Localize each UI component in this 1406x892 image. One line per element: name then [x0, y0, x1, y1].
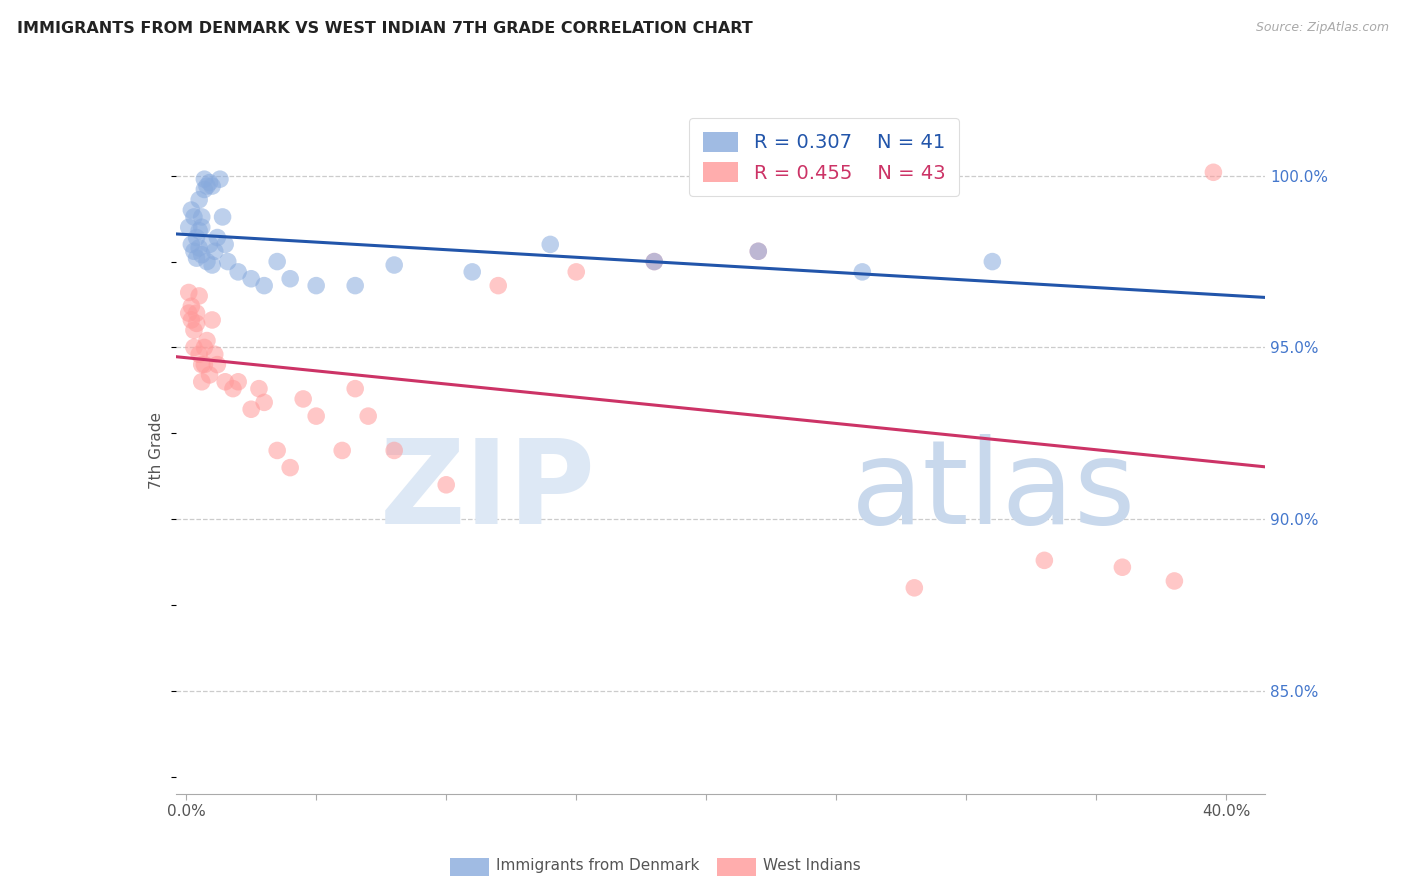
- Point: [198, 176, 221, 190]
- Point: [1033, 553, 1056, 567]
- Point: [183, 244, 205, 259]
- Point: [1111, 560, 1133, 574]
- Point: [180, 299, 202, 313]
- Point: [186, 251, 208, 265]
- Point: [201, 313, 224, 327]
- Point: [195, 334, 218, 348]
- Point: [292, 392, 315, 406]
- Point: [240, 402, 263, 417]
- Text: Source: ZipAtlas.com: Source: ZipAtlas.com: [1256, 21, 1389, 34]
- Point: [747, 244, 769, 259]
- Point: [305, 409, 328, 423]
- Text: West Indians: West Indians: [763, 858, 862, 872]
- Point: [565, 265, 588, 279]
- Point: [195, 254, 218, 268]
- Point: [204, 244, 226, 259]
- Point: [193, 182, 215, 196]
- Point: [278, 271, 301, 285]
- Point: [183, 340, 205, 354]
- Point: [357, 409, 380, 423]
- Point: [186, 230, 208, 244]
- Point: [190, 210, 212, 224]
- Point: [643, 254, 665, 268]
- Point: [226, 375, 249, 389]
- Point: [198, 368, 221, 382]
- Point: [247, 382, 270, 396]
- Point: [330, 443, 353, 458]
- Point: [207, 230, 229, 244]
- Point: [305, 278, 328, 293]
- Legend: R = 0.307    N = 41, R = 0.455    N = 43: R = 0.307 N = 41, R = 0.455 N = 43: [689, 118, 959, 196]
- Point: [538, 237, 561, 252]
- Point: [188, 241, 211, 255]
- Point: [1163, 574, 1185, 588]
- Point: [188, 224, 211, 238]
- Point: [188, 289, 211, 303]
- Point: [344, 382, 367, 396]
- Point: [226, 265, 249, 279]
- Point: [198, 237, 221, 252]
- Point: [643, 254, 665, 268]
- Point: [903, 581, 925, 595]
- Point: [382, 443, 405, 458]
- Point: [177, 285, 200, 300]
- Point: [747, 244, 769, 259]
- Point: [1202, 165, 1225, 179]
- Point: [851, 265, 873, 279]
- Point: [344, 278, 367, 293]
- Point: [222, 382, 245, 396]
- Point: [193, 340, 215, 354]
- Point: [186, 317, 208, 331]
- Point: [981, 254, 1004, 268]
- Point: [278, 460, 301, 475]
- Point: [204, 347, 226, 361]
- Point: [190, 220, 212, 235]
- Point: [188, 347, 211, 361]
- Point: [180, 202, 202, 217]
- Point: [201, 179, 224, 194]
- Point: [195, 179, 218, 194]
- Point: [486, 278, 509, 293]
- Point: [434, 477, 457, 491]
- Y-axis label: 7th Grade: 7th Grade: [149, 412, 165, 489]
- Text: IMMIGRANTS FROM DENMARK VS WEST INDIAN 7TH GRADE CORRELATION CHART: IMMIGRANTS FROM DENMARK VS WEST INDIAN 7…: [17, 21, 752, 36]
- Point: [201, 258, 224, 272]
- Point: [177, 220, 200, 235]
- Point: [177, 306, 200, 320]
- Point: [190, 248, 212, 262]
- Point: [190, 375, 212, 389]
- Point: [266, 254, 288, 268]
- Point: [190, 358, 212, 372]
- Point: [208, 172, 231, 186]
- Point: [266, 443, 288, 458]
- Point: [183, 210, 205, 224]
- Point: [180, 237, 202, 252]
- Point: [207, 358, 229, 372]
- Point: [193, 172, 215, 186]
- Point: [382, 258, 405, 272]
- Point: [214, 237, 236, 252]
- Point: [240, 271, 263, 285]
- Point: [188, 193, 211, 207]
- Point: [211, 210, 233, 224]
- Point: [461, 265, 484, 279]
- Point: [180, 313, 202, 327]
- Text: Immigrants from Denmark: Immigrants from Denmark: [496, 858, 700, 872]
- Point: [253, 278, 276, 293]
- Point: [186, 306, 208, 320]
- Point: [217, 254, 239, 268]
- Point: [193, 358, 215, 372]
- Point: [253, 395, 276, 409]
- Point: [214, 375, 236, 389]
- Text: ZIP: ZIP: [380, 434, 595, 549]
- Point: [183, 323, 205, 337]
- Text: atlas: atlas: [852, 434, 1136, 549]
